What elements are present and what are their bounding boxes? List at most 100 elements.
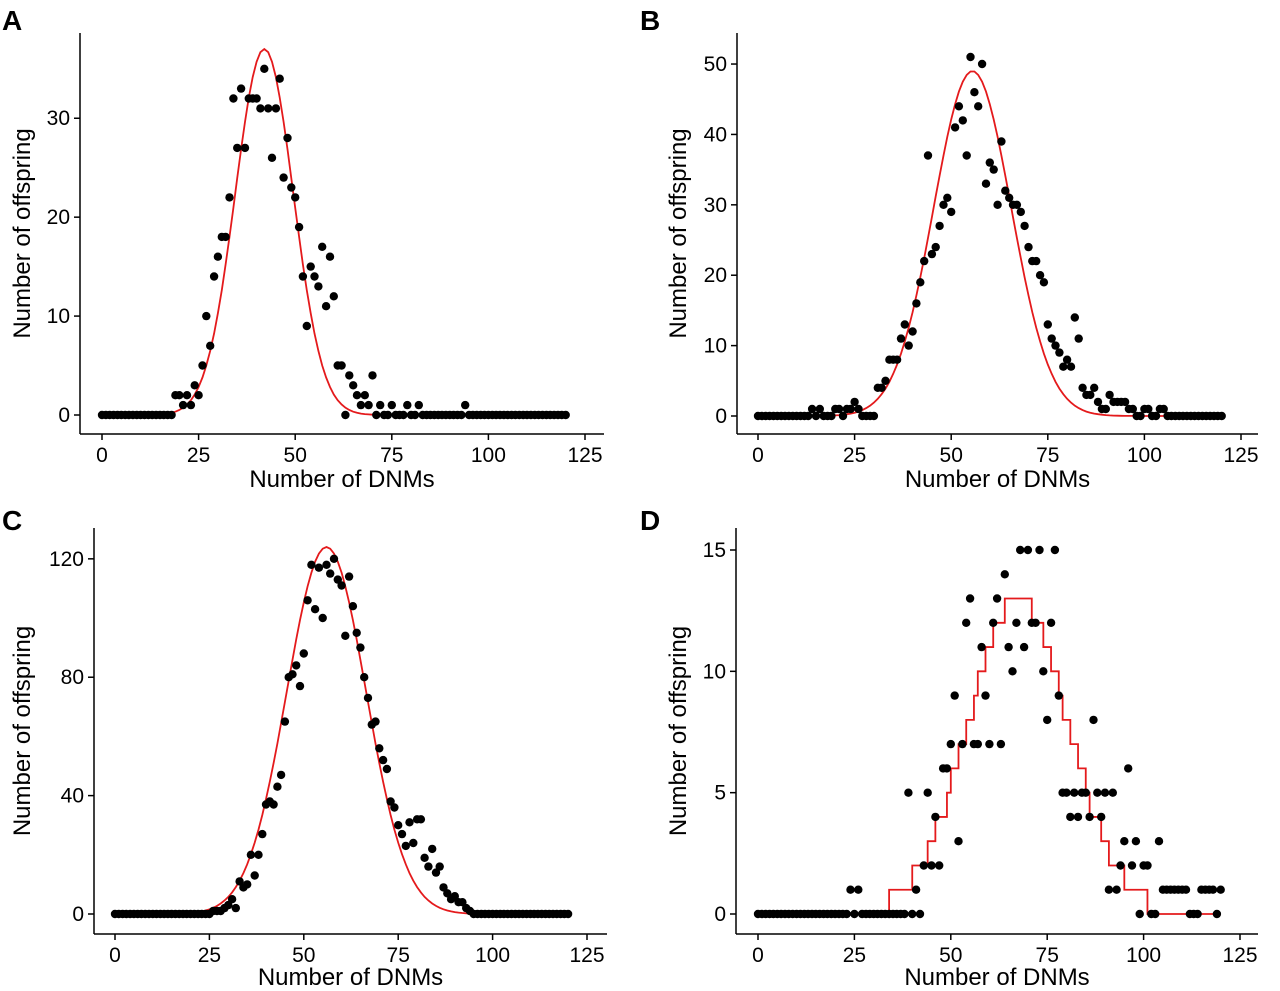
observed-point (919, 861, 928, 870)
observed-point (258, 829, 267, 839)
y-tick-label: 30 (704, 194, 727, 217)
observed-point (1212, 909, 1222, 919)
panel-d: D 0 25 50 75 100 125 0 5 10 15 Number of DNMs Number… (640, 505, 1258, 991)
observed-point (1100, 788, 1110, 797)
observed-point (927, 249, 937, 259)
panel-letter: C (2, 505, 22, 536)
observed-point (405, 818, 414, 827)
observed-point (1193, 909, 1202, 919)
observed-point (1081, 788, 1091, 797)
observed-point (1120, 837, 1129, 846)
observed-point (386, 797, 395, 806)
observed-point (962, 151, 971, 160)
observed-point (1101, 404, 1111, 414)
observed-point (854, 404, 863, 414)
observed-point (431, 868, 441, 877)
x-tick-label: 25 (198, 944, 221, 967)
observed-point (221, 232, 230, 242)
observed-point (295, 681, 305, 691)
x-axis-title: Number of DNMs (905, 466, 1090, 493)
observed-point (993, 200, 1002, 209)
observed-point (1050, 545, 1060, 555)
observed-point (965, 594, 975, 603)
observed-point (368, 371, 377, 380)
observed-point (235, 877, 244, 886)
observed-point (246, 850, 256, 859)
observed-point (1128, 404, 1138, 414)
observed-point (256, 104, 265, 113)
observed-point (970, 88, 979, 97)
observed-point (877, 383, 886, 392)
observed-point (302, 321, 311, 331)
x-tick-label: 75 (387, 944, 410, 967)
observed-point (364, 400, 373, 410)
observed-point (1090, 383, 1099, 392)
observed-point (294, 222, 304, 232)
observed-point (1073, 812, 1083, 822)
observed-point (1019, 642, 1029, 652)
observed-point (1078, 383, 1087, 392)
observed-point (815, 404, 824, 414)
observed-point (927, 861, 936, 870)
observed-point (865, 411, 875, 421)
x-tick-label: 75 (380, 444, 403, 467)
observed-point (1031, 618, 1040, 627)
observed-point (850, 397, 859, 407)
observed-point (1108, 788, 1118, 797)
observed-point (1216, 885, 1225, 894)
observed-point (410, 410, 420, 420)
observed-point (267, 153, 277, 162)
observed-point (1070, 788, 1079, 797)
y-tick-label: 80 (61, 666, 84, 689)
observed-point (288, 670, 297, 679)
x-tick-label: 100 (1127, 444, 1162, 467)
panel-letter: D (640, 505, 660, 536)
observed-point (371, 717, 380, 726)
x-tick-label: 100 (1126, 944, 1161, 967)
observed-point (1062, 355, 1072, 364)
observed-point (981, 179, 991, 188)
observed-point (321, 302, 331, 311)
observed-point (291, 193, 300, 202)
observed-point (372, 410, 381, 420)
observed-point (269, 800, 278, 809)
observed-point (225, 193, 234, 202)
observed-point (958, 739, 967, 749)
observed-point (908, 327, 917, 336)
observed-point (1016, 545, 1025, 555)
observed-point (892, 355, 902, 364)
observed-point (1004, 642, 1013, 652)
observed-point (1001, 186, 1010, 195)
observed-point (904, 788, 913, 797)
x-axis-title: Number of DNMs (249, 466, 434, 493)
observed-point (1120, 397, 1130, 407)
observed-point (403, 400, 412, 410)
observed-point (563, 909, 573, 919)
observed-point (310, 272, 319, 281)
observed-point (989, 618, 998, 627)
y-tick-label: 40 (61, 785, 84, 808)
observed-point (977, 642, 986, 652)
observed-point (1105, 390, 1114, 400)
y-tick-label: 50 (704, 53, 727, 76)
y-tick-label: 0 (58, 404, 70, 427)
x-tick-label: 75 (1036, 944, 1059, 967)
y-tick-label: 10 (704, 335, 727, 358)
observed-point (420, 853, 429, 862)
observed-point (390, 803, 399, 812)
observed-point (397, 829, 407, 839)
observed-point (985, 158, 994, 167)
observed-point (233, 143, 242, 153)
observed-point (360, 673, 369, 682)
observed-point (854, 885, 863, 894)
observed-point (292, 661, 301, 670)
y-axis-title: Number of offspring (665, 128, 692, 338)
observed-point (923, 151, 933, 160)
observed-point (811, 411, 821, 421)
observed-point (394, 821, 403, 830)
observed-point (329, 292, 338, 301)
observed-point (1136, 411, 1145, 421)
observed-point (264, 104, 273, 113)
